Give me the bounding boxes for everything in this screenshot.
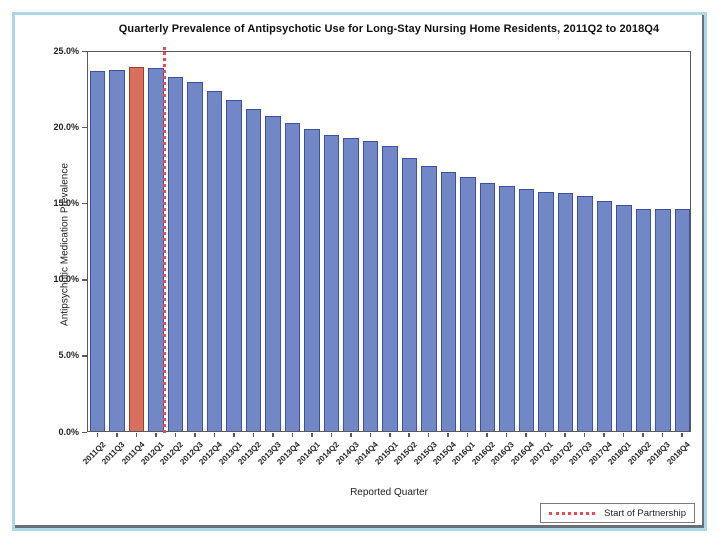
legend-label: Start of Partnership (604, 507, 686, 519)
slide-border-frame: Quarterly Prevalence of Antipsychotic Us… (12, 12, 707, 531)
x-tick (622, 433, 625, 437)
x-tick (135, 433, 138, 437)
bar-2015Q3 (421, 165, 437, 431)
y-tick-label-10.0%: 10.0% (53, 274, 79, 285)
bar-2011Q2 (90, 71, 106, 431)
x-tick (350, 433, 352, 437)
bar-2014Q3 (343, 138, 359, 431)
bar-2013Q4 (284, 123, 301, 431)
bar-2013Q2 (245, 109, 262, 431)
bar-2017Q2 (557, 193, 574, 431)
bar-2011Q3 (109, 69, 125, 431)
bar-2014Q2 (323, 135, 340, 431)
bar-2015Q2 (401, 158, 418, 431)
partnership-start-line (162, 47, 166, 433)
x-tick (330, 433, 333, 437)
x-tick (116, 433, 118, 437)
bar-2018Q3 (655, 208, 671, 431)
x-tick (389, 433, 391, 437)
x-tick (661, 433, 664, 437)
plot-area (87, 47, 691, 433)
x-tick (447, 433, 449, 437)
x-tick (155, 433, 157, 437)
bar-2012Q2 (167, 77, 184, 431)
bar-2015Q1 (382, 146, 398, 431)
x-tick (427, 433, 430, 437)
bar-2012Q3 (187, 82, 203, 431)
chart-container: Quarterly Prevalence of Antipsychotic Us… (17, 17, 702, 526)
x-tick (369, 433, 372, 437)
x-tick (213, 433, 216, 437)
bar-2018Q2 (635, 208, 652, 431)
x-tick (544, 433, 547, 437)
y-tick-label-15.0%: 15.0% (53, 197, 79, 208)
legend-box: Start of Partnership (540, 503, 695, 523)
x-tick (252, 433, 255, 437)
bar-2017Q1 (538, 191, 554, 431)
bar-2013Q1 (226, 100, 242, 431)
x-tick (408, 433, 410, 437)
x-axis-title: Reported Quarter (350, 487, 428, 498)
x-tick (466, 433, 469, 437)
y-tick (82, 431, 87, 433)
x-tick (642, 433, 644, 437)
y-tick (82, 126, 87, 129)
y-tick (82, 355, 87, 357)
x-tick (291, 433, 294, 437)
x-tick (272, 433, 274, 437)
y-tick-label-25.0%: 25.0% (53, 45, 79, 56)
y-axis-title: Antipsychotic Medication Prevalence (59, 163, 71, 326)
x-tick (681, 433, 683, 437)
bar-2017Q4 (596, 200, 613, 431)
bar-2016Q4 (518, 188, 535, 431)
x-tick (525, 433, 527, 437)
x-tick (603, 433, 605, 437)
bar-2016Q3 (499, 185, 515, 431)
bar-2012Q4 (206, 91, 223, 431)
partnership-dotted-line-sample (549, 511, 596, 515)
y-tick-label-5.0%: 5.0% (58, 350, 79, 361)
x-tick (486, 433, 488, 437)
y-tick (82, 279, 87, 281)
x-tick (311, 433, 313, 437)
x-tick (194, 433, 196, 437)
bar-2014Q4 (362, 141, 379, 431)
bar-2015Q4 (440, 171, 457, 431)
bar-2013Q3 (265, 115, 281, 431)
bar-2011Q4 (128, 66, 145, 431)
y-tick (82, 50, 87, 52)
bar-2018Q1 (616, 205, 632, 431)
x-tick (583, 433, 586, 437)
bar-2016Q1 (460, 176, 476, 431)
x-tick (96, 433, 99, 437)
x-tick (233, 433, 235, 437)
bar-2012Q1 (148, 68, 164, 431)
bar-2018Q4 (674, 208, 690, 431)
x-tick (505, 433, 508, 437)
y-tick-label-0.0%: 0.0% (58, 426, 79, 437)
x-tick (174, 433, 177, 437)
y-tick-label-20.0%: 20.0% (53, 121, 79, 132)
bar-2014Q1 (304, 129, 320, 431)
x-tick (564, 433, 566, 437)
bar-2017Q3 (577, 196, 593, 431)
chart-title: Quarterly Prevalence of Antipsychotic Us… (118, 23, 660, 35)
bar-2016Q2 (479, 182, 496, 431)
y-tick (82, 202, 87, 205)
